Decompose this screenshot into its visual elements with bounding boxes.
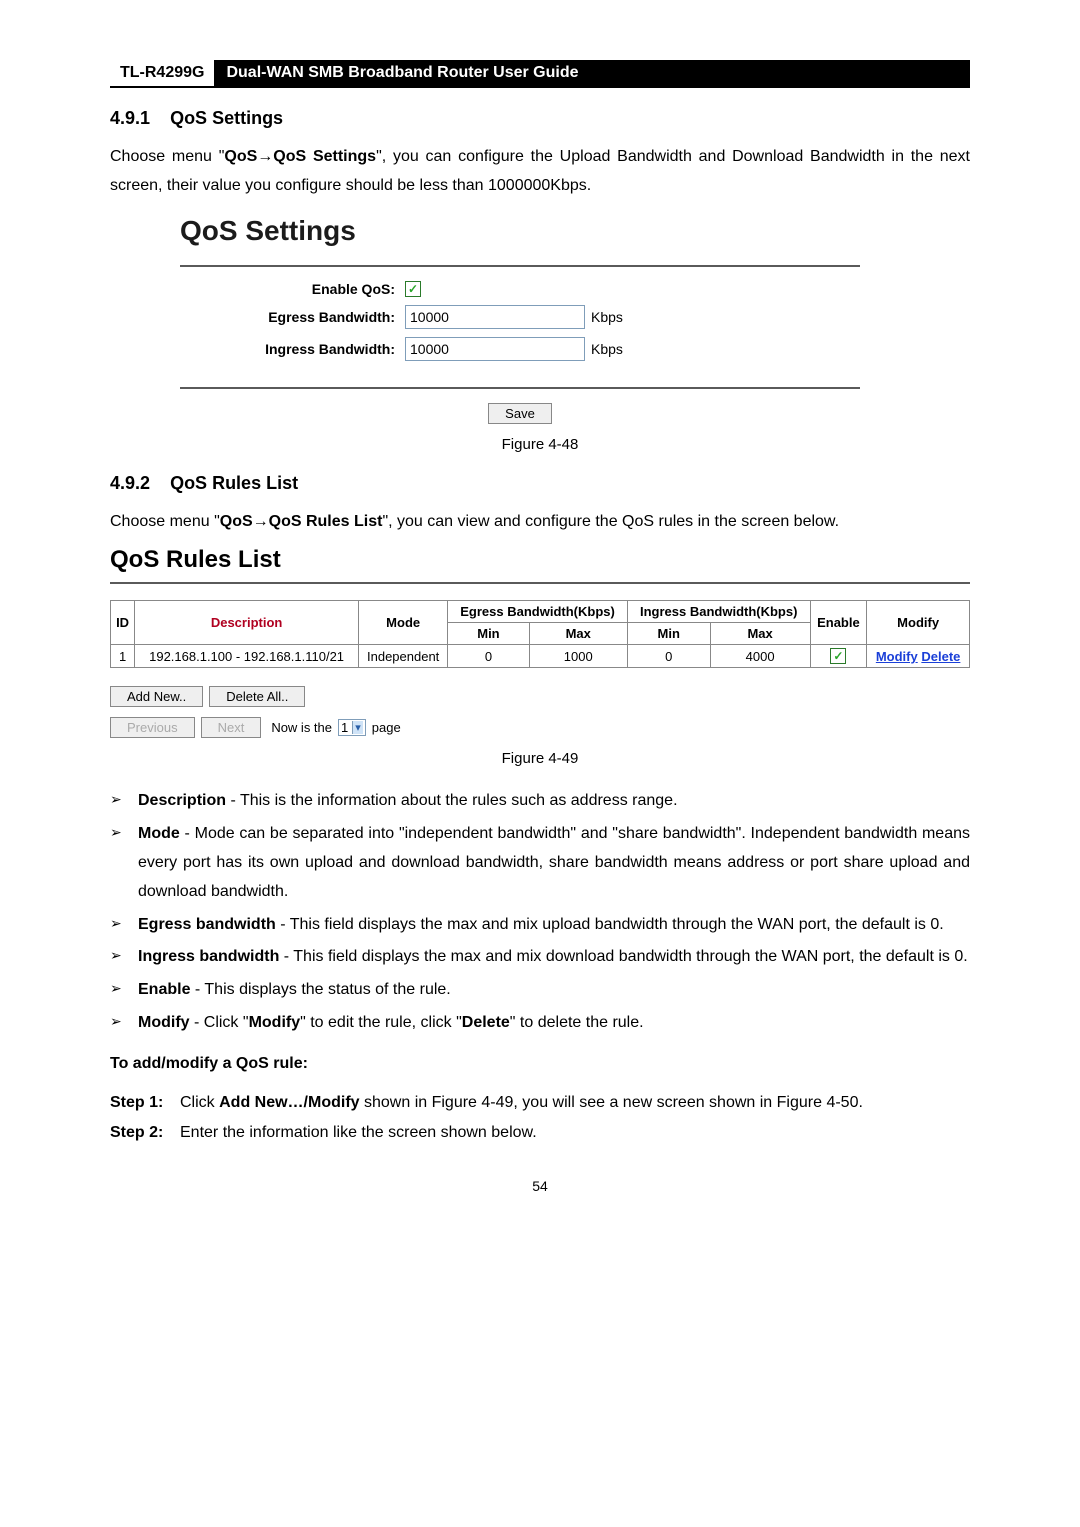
cell-modify: Modify Delete xyxy=(867,645,970,668)
section-title: QoS Settings xyxy=(170,108,283,128)
pager-suffix: page xyxy=(372,720,401,735)
section-number: 4.9.2 xyxy=(110,473,150,493)
guide-title: Dual-WAN SMB Broadband Router User Guide xyxy=(214,60,970,88)
ingress-input[interactable] xyxy=(405,337,585,361)
section-number: 4.9.1 xyxy=(110,108,150,128)
qos-settings-form: Enable QoS: ✓ Egress Bandwidth: Kbps Ing… xyxy=(180,265,860,389)
list-item: Description - This is the information ab… xyxy=(110,787,970,816)
qos-settings-title: QoS Settings xyxy=(180,215,860,247)
col-description: Description xyxy=(135,601,359,645)
list-item: Mode - Mode can be separated into "indep… xyxy=(110,820,970,906)
figure-449-caption: Figure 4-49 xyxy=(110,750,970,767)
col-in-min: Min xyxy=(627,623,710,645)
figure-448-caption: Figure 4-48 xyxy=(110,436,970,453)
section-492-intro: Choose menu "QoS→QoS Rules List", you ca… xyxy=(110,508,970,537)
save-button[interactable]: Save xyxy=(488,403,552,424)
pager-prefix: Now is the xyxy=(271,720,332,735)
model-number: TL-R4299G xyxy=(110,60,214,88)
field-descriptions-list: Description - This is the information ab… xyxy=(110,787,970,1037)
cell-in-min: 0 xyxy=(627,645,710,668)
col-egress-group: Egress Bandwidth(Kbps) xyxy=(448,601,628,623)
howto-title: To add/modify a QoS rule: xyxy=(110,1050,970,1079)
step2-label: Step 2: xyxy=(110,1119,180,1148)
section-title: QoS Rules List xyxy=(170,473,298,493)
list-item: Ingress bandwidth - This field displays … xyxy=(110,943,970,972)
page-header: TL-R4299G Dual-WAN SMB Broadband Router … xyxy=(110,60,970,88)
step2-text: Enter the information like the screen sh… xyxy=(180,1119,970,1148)
step1-text: Click Add New…/Modify shown in Figure 4-… xyxy=(180,1089,970,1118)
col-enable: Enable xyxy=(810,601,867,645)
row-enable-checkbox[interactable]: ✓ xyxy=(830,648,846,664)
list-item: Egress bandwidth - This field displays t… xyxy=(110,911,970,940)
col-mode: Mode xyxy=(359,601,448,645)
page-number: 54 xyxy=(110,1178,970,1194)
col-id: ID xyxy=(111,601,135,645)
list-item: Enable - This displays the status of the… xyxy=(110,976,970,1005)
chevron-down-icon: ▾ xyxy=(352,721,363,734)
ingress-label: Ingress Bandwidth: xyxy=(180,341,405,357)
egress-input[interactable] xyxy=(405,305,585,329)
cell-eg-min: 0 xyxy=(448,645,529,668)
cell-eg-max: 1000 xyxy=(529,645,627,668)
cell-id: 1 xyxy=(111,645,135,668)
table-row: 1 192.168.1.100 - 192.168.1.110/21 Indep… xyxy=(111,645,970,668)
col-eg-max: Max xyxy=(529,623,627,645)
step1-label: Step 1: xyxy=(110,1089,180,1118)
add-new-button[interactable]: Add New.. xyxy=(110,686,203,707)
egress-unit: Kbps xyxy=(591,309,623,325)
cell-enable: ✓ xyxy=(810,645,867,668)
delete-all-button[interactable]: Delete All.. xyxy=(209,686,305,707)
enable-qos-label: Enable QoS: xyxy=(180,281,405,297)
qos-rules-title: QoS Rules List xyxy=(110,546,970,574)
cell-description: 192.168.1.100 - 192.168.1.110/21 xyxy=(135,645,359,668)
page-select[interactable]: 1 ▾ xyxy=(338,719,366,736)
col-modify: Modify xyxy=(867,601,970,645)
section-491-intro: Choose menu "QoS→QoS Settings", you can … xyxy=(110,143,970,201)
modify-link[interactable]: Modify xyxy=(876,649,918,664)
list-item: Modify - Click "Modify" to edit the rule… xyxy=(110,1009,970,1038)
previous-button[interactable]: Previous xyxy=(110,717,195,738)
col-ingress-group: Ingress Bandwidth(Kbps) xyxy=(627,601,810,623)
delete-link[interactable]: Delete xyxy=(921,649,960,664)
table-header-row: ID Description Mode Egress Bandwidth(Kbp… xyxy=(111,601,970,623)
col-eg-min: Min xyxy=(448,623,529,645)
steps-block: Step 1: Click Add New…/Modify shown in F… xyxy=(110,1089,970,1149)
enable-qos-checkbox[interactable]: ✓ xyxy=(405,281,421,297)
next-button[interactable]: Next xyxy=(201,717,262,738)
qos-rules-panel: QoS Rules List ID Description Mode Egres… xyxy=(110,546,970,738)
col-in-max: Max xyxy=(710,623,810,645)
qos-settings-panel: QoS Settings Enable QoS: ✓ Egress Bandwi… xyxy=(180,215,860,424)
section-491-heading: 4.9.1 QoS Settings xyxy=(110,108,970,129)
cell-mode: Independent xyxy=(359,645,448,668)
ingress-unit: Kbps xyxy=(591,341,623,357)
section-492-heading: 4.9.2 QoS Rules List xyxy=(110,473,970,494)
egress-label: Egress Bandwidth: xyxy=(180,309,405,325)
qos-rules-table: ID Description Mode Egress Bandwidth(Kbp… xyxy=(110,600,970,668)
cell-in-max: 4000 xyxy=(710,645,810,668)
